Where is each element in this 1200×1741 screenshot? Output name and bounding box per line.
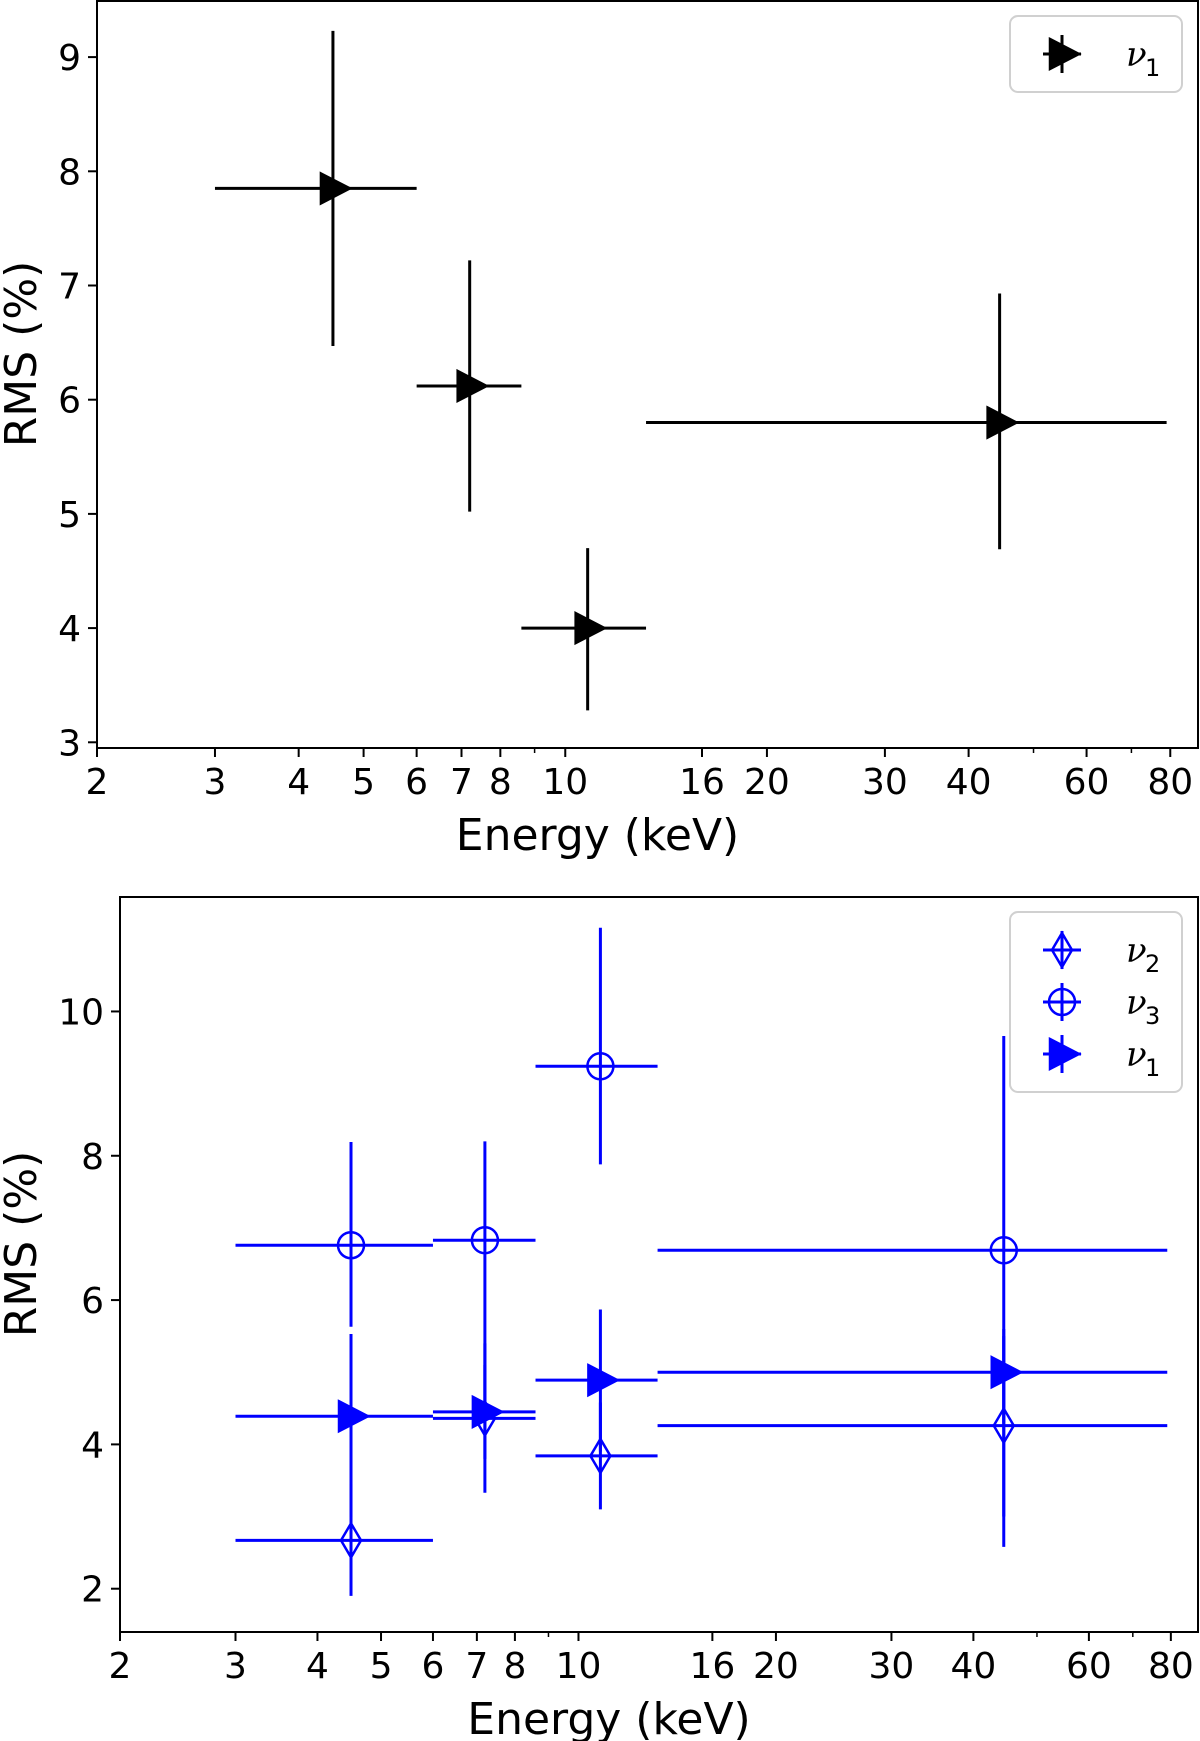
data-point-nu1	[986, 405, 1020, 440]
y-tick-label: 10	[58, 992, 104, 1033]
y-tick-label: 5	[58, 495, 81, 536]
data-point-nu2	[339, 1520, 363, 1560]
y-tick-label: 4	[81, 1425, 104, 1466]
x-tick-label: 20	[744, 762, 790, 803]
legend-marker-nu3	[1047, 987, 1077, 1017]
x-tick-label: 16	[689, 1646, 735, 1687]
data-point-nu2	[588, 1436, 612, 1476]
x-tick-label: 6	[405, 762, 428, 803]
y-tick-label: 6	[58, 381, 81, 422]
x-tick-label: 20	[753, 1646, 799, 1687]
data-point-nu3	[470, 1225, 500, 1255]
data-point-nu1	[471, 1394, 505, 1429]
x-tick-label: 6	[422, 1646, 445, 1687]
x-tick-label: 4	[306, 1646, 329, 1687]
y-tick-label: 3	[58, 723, 81, 764]
axes-frame	[96, 0, 1199, 749]
data-point-nu3	[336, 1230, 366, 1260]
x-tick-label: 4	[287, 762, 310, 803]
series-nu1	[214, 30, 1167, 711]
x-tick-label: 30	[862, 762, 908, 803]
x-tick-label: 10	[542, 762, 588, 803]
data-point-nu1	[337, 1399, 371, 1434]
x-tick-label: 30	[869, 1646, 915, 1687]
y-tick-label: 2	[81, 1570, 104, 1611]
y-axis-label: RMS (%)	[0, 1151, 47, 1338]
legend-label-subscript: 1	[1145, 1054, 1160, 1082]
x-axis-label: Energy (keV)	[456, 810, 739, 861]
legend-marker-nu1	[1048, 36, 1082, 72]
x-tick-label: 5	[352, 762, 375, 803]
data-point-nu3	[989, 1236, 1019, 1265]
legend: ν1	[1009, 15, 1183, 93]
x-tick-label: 8	[489, 762, 512, 803]
y-tick-label: 7	[58, 266, 81, 307]
legend-label-subscript: 1	[1145, 54, 1160, 82]
y-tick-label: 9	[58, 38, 81, 79]
legend-label-nu1: ν	[1126, 35, 1147, 75]
x-tick-label: 80	[1147, 762, 1193, 803]
x-tick-label: 2	[109, 1646, 132, 1687]
x-tick-label: 5	[370, 1646, 393, 1687]
legend-label-nu3: ν	[1126, 983, 1147, 1023]
legend-label-subscript: 2	[1145, 950, 1160, 978]
series-nu2	[235, 1336, 1168, 1596]
data-point-nu1	[587, 1363, 621, 1398]
series-nu1	[235, 1309, 1168, 1547]
y-tick-label: 8	[58, 152, 81, 193]
x-tick-label: 7	[465, 1646, 488, 1687]
x-tick-label: 2	[86, 762, 109, 803]
x-tick-label: 7	[450, 762, 473, 803]
data-point-nu1	[456, 368, 490, 404]
legend-label-subscript: 3	[1145, 1002, 1160, 1030]
legend-label-nu2: ν	[1126, 931, 1147, 971]
x-tick-label: 60	[1064, 762, 1110, 803]
data-point-nu1	[990, 1355, 1024, 1390]
y-axis-label: RMS (%)	[0, 261, 47, 448]
legend-marker-nu1	[1048, 1036, 1082, 1072]
legend-label-nu1: ν	[1126, 1035, 1147, 1075]
legend-marker-nu2	[1050, 930, 1074, 970]
data-point-nu1	[574, 611, 608, 646]
x-tick-label: 10	[556, 1646, 602, 1687]
y-tick-label: 6	[81, 1281, 104, 1322]
data-point-nu3	[586, 1052, 615, 1081]
series-nu3	[235, 927, 1168, 1423]
x-tick-label: 3	[204, 762, 227, 803]
x-tick-label: 80	[1148, 1646, 1194, 1687]
x-tick-label: 60	[1066, 1646, 1112, 1687]
y-tick-label: 8	[81, 1137, 104, 1178]
x-tick-label: 3	[224, 1646, 247, 1687]
x-tick-label: 40	[946, 762, 992, 803]
legend-box	[1009, 15, 1183, 93]
data-point-nu1	[319, 171, 353, 206]
axes-frame	[119, 896, 1199, 1633]
y-tick-label: 4	[58, 609, 81, 650]
x-tick-label: 8	[503, 1646, 526, 1687]
x-tick-label: 40	[950, 1646, 996, 1687]
x-tick-label: 16	[679, 762, 725, 803]
x-axis-label: Energy (keV)	[467, 1694, 750, 1741]
